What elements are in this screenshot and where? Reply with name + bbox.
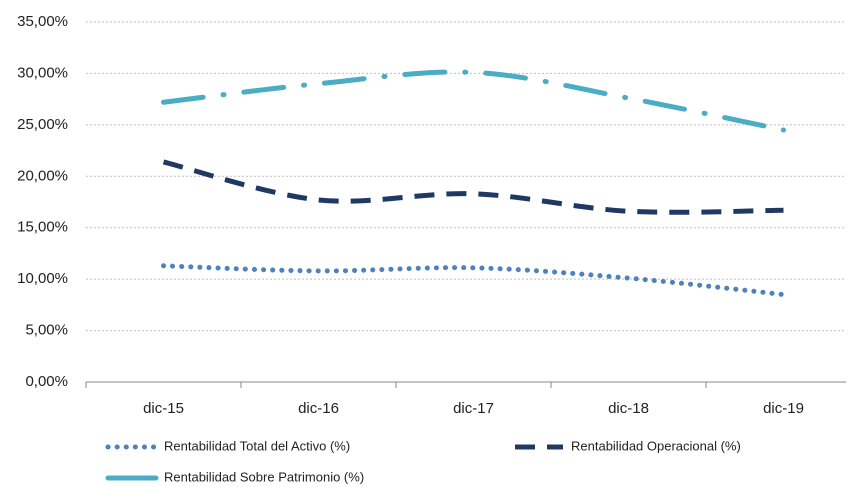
- legend-label: Rentabilidad Operacional (%): [571, 438, 741, 453]
- y-tick-label: 30,00%: [17, 64, 68, 81]
- y-tick-label: 15,00%: [17, 219, 68, 236]
- y-tick-label: 10,00%: [17, 270, 68, 287]
- x-tick-label: dic-17: [453, 400, 494, 417]
- x-tick-label: dic-19: [763, 400, 804, 417]
- series-line: [161, 69, 786, 133]
- series-line: [161, 263, 786, 298]
- x-tick-label: dic-16: [298, 400, 339, 417]
- y-tick-label: 35,00%: [17, 13, 68, 30]
- x-tick-label: dic-18: [608, 400, 649, 417]
- y-tick-label: 20,00%: [17, 167, 68, 184]
- y-tick-label: 25,00%: [17, 116, 68, 133]
- y-tick-label: 0,00%: [25, 373, 68, 390]
- series-line: [162, 159, 784, 215]
- x-tick-label: dic-15: [143, 400, 184, 417]
- legend-label: Rentabilidad Sobre Patrimonio (%): [164, 469, 364, 484]
- legend-label: Rentabilidad Total del Activo (%): [164, 438, 350, 453]
- y-tick-label: 5,00%: [25, 322, 68, 339]
